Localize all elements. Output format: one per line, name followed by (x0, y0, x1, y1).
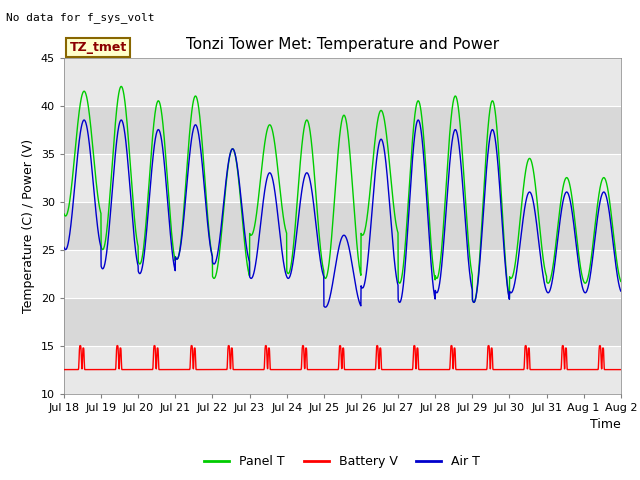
Bar (64, 250, 621, 298)
Y-axis label: Temperature (C) / Power (V): Temperature (C) / Power (V) (22, 139, 35, 312)
Text: TZ_tmet: TZ_tmet (70, 41, 127, 54)
Bar (64, 202, 621, 250)
Legend: Panel T, Battery V, Air T: Panel T, Battery V, Air T (200, 450, 485, 473)
X-axis label: Time: Time (590, 418, 621, 431)
Bar (64, 106, 621, 154)
Bar (64, 154, 621, 202)
Text: No data for f_sys_volt: No data for f_sys_volt (6, 12, 155, 23)
Title: Tonzi Tower Met: Temperature and Power: Tonzi Tower Met: Temperature and Power (186, 37, 499, 52)
Bar (64, 58, 621, 106)
Bar (64, 298, 621, 346)
Bar (64, 346, 621, 394)
